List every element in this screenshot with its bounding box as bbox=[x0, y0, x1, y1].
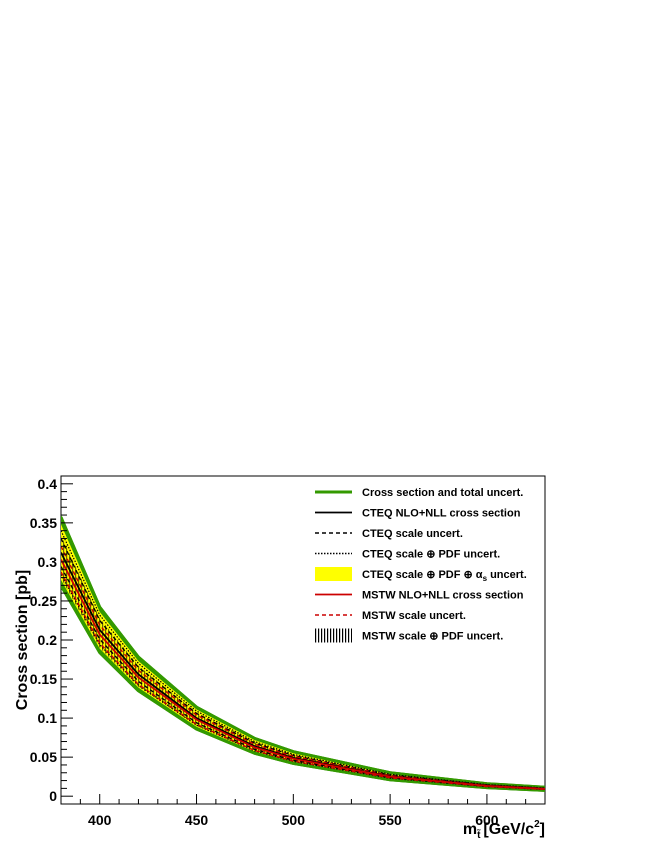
legend-swatch bbox=[315, 628, 352, 643]
legend-swatch bbox=[315, 567, 352, 581]
legend-label: Cross section and total uncert. bbox=[362, 487, 523, 499]
y-axis-title: Cross section [pb] bbox=[14, 570, 31, 710]
x-tick-label: 500 bbox=[282, 812, 306, 828]
legend-label: CTEQ scale uncert. bbox=[362, 528, 463, 540]
x-tick-label: 550 bbox=[378, 812, 402, 828]
legend-entry: CTEQ scale ⊕ PDF ⊕ αs uncert. bbox=[315, 567, 527, 583]
mstw-central-line bbox=[61, 559, 545, 790]
y-tick-label: 0.35 bbox=[30, 515, 57, 531]
y-tick-label: 0.25 bbox=[30, 593, 57, 609]
mstw-scale-lower-line bbox=[61, 571, 545, 791]
total-uncert-upper-line bbox=[61, 516, 545, 789]
legend-entry: MSTW scale ⊕ PDF uncert. bbox=[315, 628, 503, 643]
total-uncert-lower-line bbox=[61, 584, 545, 792]
x-axis-title-unit-sup: 2 bbox=[534, 819, 540, 830]
cteq-scale-upper-line bbox=[61, 538, 545, 789]
y-tick-label: 0 bbox=[49, 788, 57, 804]
legend-entry: MSTW scale uncert. bbox=[315, 610, 466, 622]
cteq-scale-pdf-upper-line bbox=[61, 530, 545, 789]
x-tick-label: 400 bbox=[88, 812, 112, 828]
cteq-scale-pdf-lower-line bbox=[61, 574, 545, 791]
legend-label: MSTW scale ⊕ PDF uncert. bbox=[362, 631, 503, 643]
legend-entry: CTEQ scale uncert. bbox=[315, 528, 463, 540]
y-tick-label: 0.05 bbox=[30, 749, 57, 765]
y-axis: 0 0.05 0.1 0.15 0.2 0.25 0.3 0.35 0.4 bbox=[30, 476, 73, 804]
x-axis: 400 450 500 550 600 bbox=[60, 794, 546, 828]
y-tick-label: 0.4 bbox=[38, 476, 58, 492]
legend-entry: CTEQ scale ⊕ PDF uncert. bbox=[315, 549, 500, 561]
x-axis-title: mt̃ [GeV/c2] bbox=[463, 819, 545, 841]
y-tick-label: 0.3 bbox=[38, 554, 58, 570]
x-tick-label: 450 bbox=[185, 812, 209, 828]
x-axis-title-main: m bbox=[463, 821, 477, 838]
y-tick-label: 0.15 bbox=[30, 671, 57, 687]
y-tick-label: 0.2 bbox=[38, 632, 58, 648]
legend-label: CTEQ scale ⊕ PDF ⊕ αs uncert. bbox=[362, 569, 527, 583]
x-axis-title-sub: t̃ bbox=[477, 828, 482, 841]
legend-label: CTEQ scale ⊕ PDF uncert. bbox=[362, 549, 500, 561]
x-tick-label: 600 bbox=[475, 812, 499, 828]
plot-frame bbox=[60, 475, 546, 805]
legend-entry: Cross section and total uncert. bbox=[315, 487, 523, 499]
legend-label: MSTW NLO+NLL cross section bbox=[362, 590, 524, 602]
lines-layer bbox=[61, 516, 545, 792]
x-axis-title-unit: [GeV/c bbox=[483, 821, 534, 838]
legend-label: MSTW scale uncert. bbox=[362, 610, 466, 622]
legend-entry: CTEQ NLO+NLL cross section bbox=[315, 508, 521, 520]
legend-label: CTEQ NLO+NLL cross section bbox=[362, 508, 521, 520]
mstw-scale-upper-line bbox=[61, 545, 545, 790]
x-axis-title-unit-close: ] bbox=[540, 821, 545, 838]
y-tick-label: 0.1 bbox=[38, 710, 58, 726]
legend-entry: MSTW NLO+NLL cross section bbox=[315, 590, 524, 602]
